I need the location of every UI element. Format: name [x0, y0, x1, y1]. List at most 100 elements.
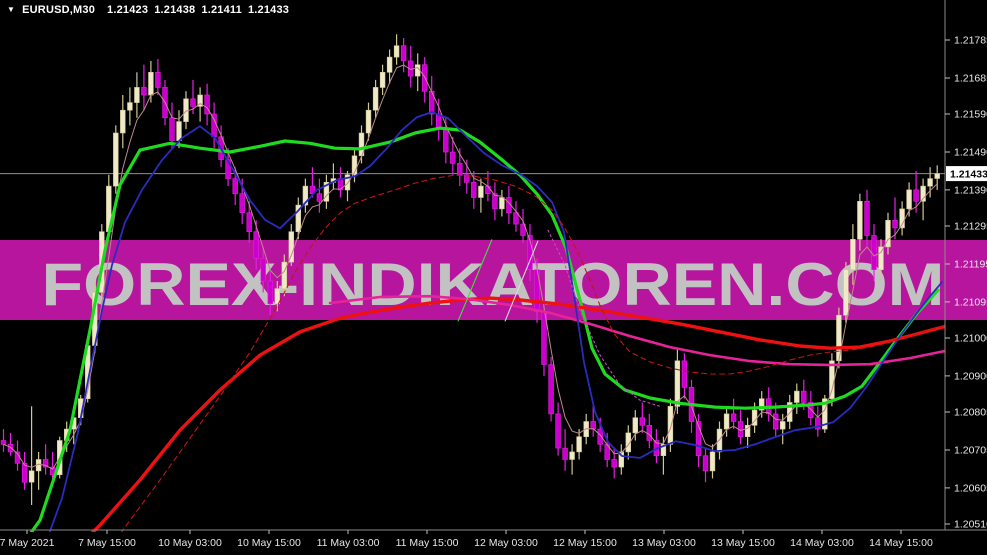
candle-body — [176, 121, 182, 141]
candle-body — [625, 432, 632, 453]
candle-body — [702, 455, 709, 472]
plot-area[interactable] — [0, 34, 987, 555]
candle-body — [681, 360, 688, 388]
candle-body — [134, 87, 140, 103]
candle-body — [576, 436, 582, 453]
candle-body — [323, 182, 330, 202]
price-axis[interactable]: 1.21785 1.21685 1.21590 1.21490 1.21390 1.212… — [945, 35, 987, 531]
time-axis-label: 10 May 03:00 — [158, 537, 222, 549]
candle-body — [127, 102, 133, 111]
candle-body — [400, 45, 407, 62]
time-axis-label: 10 May 15:00 — [237, 537, 301, 549]
candle-body — [365, 109, 372, 134]
candle-body — [850, 239, 856, 271]
red-ma-line — [90, 296, 945, 532]
candle-body — [674, 360, 681, 407]
candle-body — [148, 72, 154, 96]
candle-body — [232, 178, 238, 195]
candle-body — [281, 261, 287, 290]
red-dashed-line — [120, 174, 945, 532]
candle-body — [934, 173, 940, 179]
candle-body — [344, 174, 351, 191]
candle-body — [878, 246, 884, 270]
candle-body — [120, 109, 126, 134]
blue-ma-line — [48, 111, 943, 532]
candle-body — [28, 470, 35, 483]
candle-body — [758, 398, 765, 411]
candle-body — [639, 417, 646, 426]
price-axis-label: 1.21685 — [954, 73, 987, 85]
time-axis-label: 14 May 03:00 — [790, 537, 854, 549]
candle-body — [885, 220, 891, 248]
candle-body — [709, 451, 716, 472]
time-axis-label: 13 May 15:00 — [711, 537, 775, 549]
candle-body — [7, 443, 14, 453]
candle-body — [478, 185, 484, 198]
candle-body — [744, 424, 751, 437]
candle-body — [801, 390, 807, 403]
candle-body — [597, 428, 603, 445]
candle-body — [274, 288, 280, 305]
candle-body — [253, 231, 259, 259]
watermark-banner — [0, 240, 987, 320]
candle-body — [555, 413, 561, 449]
candle-body — [372, 87, 379, 111]
time-axis-label: 12 May 03:00 — [474, 537, 538, 549]
candle-body — [386, 56, 393, 73]
candle-body — [457, 163, 463, 176]
candle-body — [618, 451, 625, 468]
candle-body — [246, 212, 252, 232]
candle-body — [443, 128, 449, 153]
candle-body — [829, 360, 835, 400]
candle-body — [492, 193, 498, 210]
price-axis-label: 1.21095 — [954, 297, 987, 309]
candle-body — [779, 421, 786, 430]
price-axis-label: 1.21490 — [954, 147, 987, 159]
ohlc-readout: ▼ EURUSD,M30 1.21423 1.21438 1.21411 1.21433 — [7, 4, 295, 16]
candle-body — [913, 189, 919, 202]
candle-body — [295, 204, 301, 233]
candle-body — [113, 132, 119, 187]
candle-body — [562, 447, 568, 460]
candle-body — [197, 94, 203, 107]
candle-body — [822, 398, 828, 430]
candle-body — [906, 189, 912, 210]
fast-ma-line — [3, 64, 938, 470]
close-value: 1.21433 — [247, 4, 290, 16]
magenta-dotted-line — [547, 229, 661, 407]
price-axis-label: 1.21785 — [954, 35, 987, 47]
candle-body — [730, 413, 737, 422]
price-axis-label: 1.20605 — [954, 483, 987, 495]
candle-body — [21, 462, 28, 483]
object-line-white — [504, 240, 539, 322]
candle-body — [204, 94, 210, 115]
candle-body — [141, 87, 147, 96]
high-value: 1.21438 — [154, 4, 196, 16]
candle-body — [190, 98, 196, 107]
candle-body — [569, 451, 575, 460]
candle-body — [450, 151, 456, 164]
time-axis-label: 7 May 15:00 — [78, 537, 136, 549]
price-axis-label: 1.20510 — [954, 519, 987, 531]
candle-body — [520, 223, 526, 236]
candle-body — [260, 257, 266, 282]
price-axis-label: 1.20900 — [954, 371, 987, 383]
candle-body — [485, 185, 491, 195]
candle-body — [899, 208, 905, 229]
candle-body — [927, 178, 933, 187]
candle-body — [611, 459, 617, 468]
current-price-tag: 1.21433 — [946, 166, 987, 182]
price-axis-label: 1.21390 — [954, 185, 987, 197]
candle-body — [464, 174, 470, 183]
candle-body — [302, 185, 309, 206]
price-axis-label: 1.21590 — [954, 109, 987, 121]
time-axis[interactable]: 7 May 2021 7 May 15:00 10 May 03:00 10 May … — [0, 530, 933, 549]
candle-body — [379, 72, 386, 88]
candle-body — [0, 440, 7, 445]
candles — [0, 34, 940, 505]
candle-body — [892, 220, 898, 229]
candle-body — [786, 402, 793, 422]
candle-body — [393, 45, 400, 58]
